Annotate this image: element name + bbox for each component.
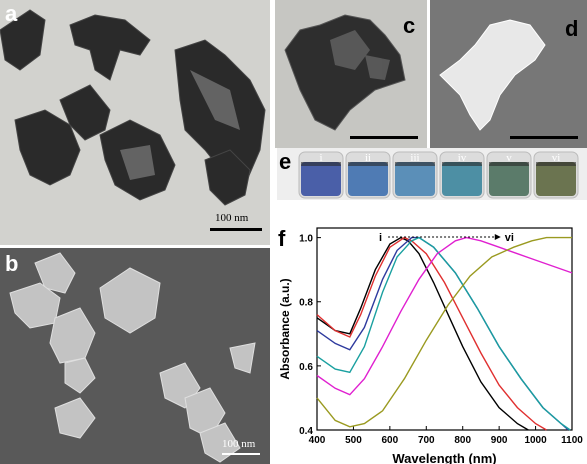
x-tick-label: 600 xyxy=(382,435,399,446)
x-tick-label: 700 xyxy=(418,435,435,446)
panel-b-sem-image: b 100 nm xyxy=(0,248,270,464)
arrow-head xyxy=(494,234,501,240)
y-tick-label: 1.0 xyxy=(299,234,313,245)
panel-d-sem-single: d xyxy=(430,0,587,148)
panel-c-tem-single: c xyxy=(275,0,427,148)
vial-label: iv xyxy=(458,152,467,164)
vial-vi: vi xyxy=(533,151,579,199)
sem-particles-b xyxy=(0,248,270,464)
plot-frame xyxy=(316,227,573,431)
spectrum-line-4 xyxy=(316,236,571,431)
spectrum-line-5 xyxy=(316,236,573,396)
vial-label: vi xyxy=(552,152,561,164)
panel-label-f: f xyxy=(278,226,286,251)
x-tick-label: 1000 xyxy=(524,435,547,446)
arrow-end-label: vi xyxy=(505,232,514,244)
arrow-start-label: i xyxy=(379,232,382,244)
scale-bar-label-a: 100 nm xyxy=(215,212,249,224)
y-tick-label: 0.4 xyxy=(299,426,313,437)
panel-label-a: a xyxy=(5,1,18,26)
spectrum-line-6 xyxy=(316,236,572,428)
vial-iii: iii xyxy=(392,151,438,199)
panel-label-d: d xyxy=(565,16,579,41)
panel-e-vials-photo: e i ii iii iv v vi xyxy=(277,148,587,200)
vials-row: i ii iii iv v vi xyxy=(298,151,579,199)
vial-v: v xyxy=(486,151,532,199)
spectrum-line-1 xyxy=(316,236,529,431)
panel-label-c: c xyxy=(403,13,416,38)
vial-label: i xyxy=(319,152,322,164)
vial-ii: ii xyxy=(345,151,391,199)
y-tick-label: 0.8 xyxy=(299,298,313,309)
absorbance-chart: 400 500 600 700 800 900 1000 1100 0.4 0.6 0.8 1.0 Wa… xyxy=(278,226,583,464)
vial-i: i xyxy=(298,151,344,199)
panel-a-tem-image: a 100 nm xyxy=(0,0,270,245)
spectrum-line-2 xyxy=(316,236,547,431)
tem-particle-c xyxy=(275,0,427,148)
spectrum-line-3 xyxy=(316,236,569,431)
vial-label: ii xyxy=(365,152,371,164)
vial-label: v xyxy=(506,152,512,164)
x-tick-label: 1100 xyxy=(561,435,583,446)
y-tick-label: 0.6 xyxy=(299,362,313,373)
y-axis-label: Absorbance (a.u.) xyxy=(278,278,292,379)
x-tick-label: 500 xyxy=(345,435,362,446)
tem-particles-a xyxy=(0,0,270,245)
x-tick-label: 400 xyxy=(309,435,326,446)
panel-f-spectra-chart: 400 500 600 700 800 900 1000 1100 0.4 0.6 0.8 1.0 Wa… xyxy=(275,222,587,464)
panel-label-b: b xyxy=(5,251,19,276)
vial-iv: iv xyxy=(439,151,485,199)
sem-particle-d xyxy=(430,0,587,148)
x-tick-label: 900 xyxy=(491,435,508,446)
scale-bar-label-b: 100 nm xyxy=(222,438,256,450)
x-axis-label: Wavelength (nm) xyxy=(392,451,496,464)
x-tick-label: 800 xyxy=(454,435,471,446)
vial-label: iii xyxy=(410,152,419,164)
panel-label-e: e xyxy=(279,149,292,174)
